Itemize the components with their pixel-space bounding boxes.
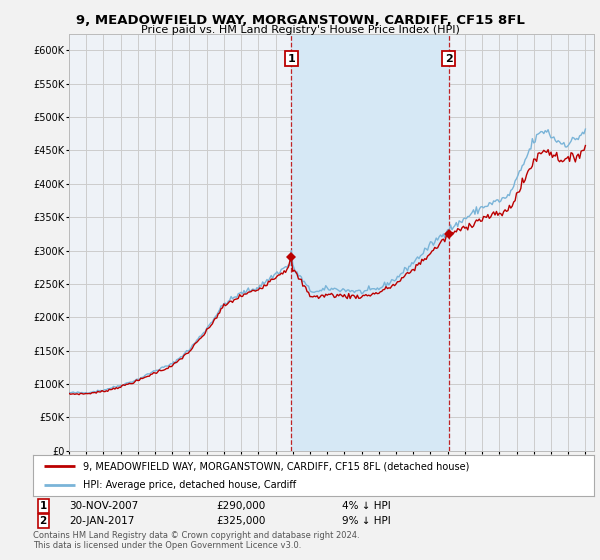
Text: 30-NOV-2007: 30-NOV-2007 bbox=[69, 501, 138, 511]
Text: 4% ↓ HPI: 4% ↓ HPI bbox=[342, 501, 391, 511]
Text: 9, MEADOWFIELD WAY, MORGANSTOWN, CARDIFF, CF15 8FL (detached house): 9, MEADOWFIELD WAY, MORGANSTOWN, CARDIFF… bbox=[83, 461, 470, 471]
Text: 20-JAN-2017: 20-JAN-2017 bbox=[69, 516, 134, 526]
Text: Contains HM Land Registry data © Crown copyright and database right 2024.
This d: Contains HM Land Registry data © Crown c… bbox=[33, 531, 359, 550]
Bar bbox=[292, 34, 449, 451]
Text: Price paid vs. HM Land Registry's House Price Index (HPI): Price paid vs. HM Land Registry's House … bbox=[140, 25, 460, 35]
Text: £290,000: £290,000 bbox=[216, 501, 265, 511]
Text: 1: 1 bbox=[40, 501, 47, 511]
Text: 9% ↓ HPI: 9% ↓ HPI bbox=[342, 516, 391, 526]
Text: 9, MEADOWFIELD WAY, MORGANSTOWN, CARDIFF, CF15 8FL: 9, MEADOWFIELD WAY, MORGANSTOWN, CARDIFF… bbox=[76, 14, 524, 27]
Text: 1: 1 bbox=[287, 54, 295, 64]
Text: 2: 2 bbox=[445, 54, 452, 64]
Text: 2: 2 bbox=[40, 516, 47, 526]
Text: £325,000: £325,000 bbox=[216, 516, 265, 526]
Text: HPI: Average price, detached house, Cardiff: HPI: Average price, detached house, Card… bbox=[83, 480, 296, 489]
